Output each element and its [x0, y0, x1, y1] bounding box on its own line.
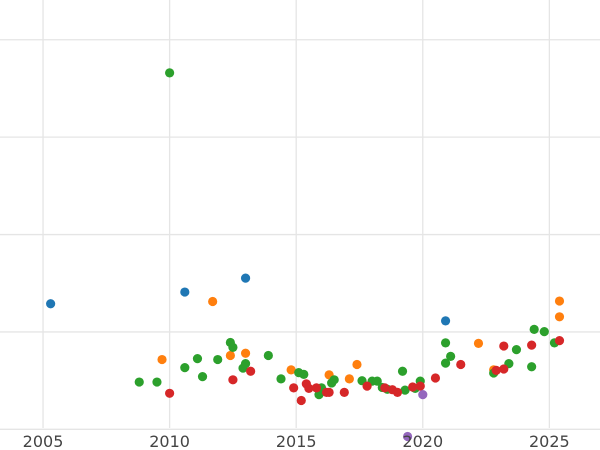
data-point-green	[539, 327, 549, 337]
x-tick-label: 2015	[276, 432, 317, 450]
data-point-blue	[440, 316, 451, 326]
data-point-red	[339, 387, 349, 397]
data-point-red	[304, 383, 314, 393]
data-point-red	[499, 341, 509, 351]
data-point-red	[408, 382, 418, 392]
data-point-green	[276, 374, 286, 384]
data-point-red	[296, 395, 306, 406]
data-points	[46, 68, 565, 442]
data-point-green	[527, 362, 537, 372]
data-point-green	[134, 377, 144, 387]
data-point-orange	[157, 354, 167, 365]
data-point-green	[152, 377, 162, 387]
data-point-red	[527, 340, 537, 350]
data-point-orange	[208, 296, 218, 307]
data-point-green	[372, 376, 382, 386]
data-point-red	[392, 387, 403, 397]
data-point-red	[380, 383, 390, 393]
data-point-green	[240, 359, 251, 369]
data-point-green	[511, 345, 522, 355]
data-point-green	[197, 372, 208, 382]
data-point-green	[397, 366, 408, 376]
data-point-orange	[286, 365, 296, 375]
data-point-orange	[473, 338, 484, 348]
data-point-green	[228, 342, 238, 352]
data-point-red	[324, 387, 334, 397]
data-point-green	[440, 338, 451, 348]
data-point-red	[554, 336, 565, 346]
data-point-green	[165, 68, 175, 78]
data-point-green	[329, 375, 339, 385]
data-point-purple	[402, 431, 413, 442]
data-point-green	[213, 354, 223, 365]
data-point-blue	[46, 299, 56, 309]
data-point-red	[311, 383, 322, 393]
data-point-blue	[180, 287, 190, 297]
data-point-green	[529, 324, 539, 334]
data-point-orange	[554, 296, 565, 306]
data-point-orange	[352, 359, 362, 370]
data-point-orange	[554, 312, 565, 322]
data-point-red	[491, 365, 501, 375]
data-point-red	[456, 359, 466, 370]
x-tick-label: 2020	[402, 432, 443, 450]
data-point-red	[415, 381, 425, 391]
x-tick-label: 2025	[529, 432, 570, 450]
data-point-green	[400, 385, 410, 395]
x-tick-label: 2005	[23, 432, 64, 450]
data-point-purple	[418, 390, 428, 400]
data-point-orange	[240, 348, 251, 358]
data-point-green	[446, 351, 456, 361]
data-point-green	[299, 369, 309, 379]
data-point-green	[440, 358, 451, 368]
data-point-red	[289, 383, 299, 393]
data-point-orange	[225, 350, 235, 361]
data-point-orange	[344, 374, 354, 384]
data-point-green	[180, 363, 190, 373]
data-point-red	[499, 364, 509, 374]
data-point-red	[228, 375, 238, 385]
x-axis-tick-labels: 2005 2010 2015 2020 2025	[23, 432, 570, 450]
data-point-blue	[240, 273, 251, 283]
data-point-red	[246, 366, 256, 376]
data-point-red	[430, 373, 441, 383]
data-point-green	[192, 354, 203, 364]
data-point-green	[263, 350, 273, 361]
data-point-red	[165, 388, 175, 398]
x-tick-label: 2010	[149, 432, 190, 450]
data-point-red	[362, 381, 372, 391]
